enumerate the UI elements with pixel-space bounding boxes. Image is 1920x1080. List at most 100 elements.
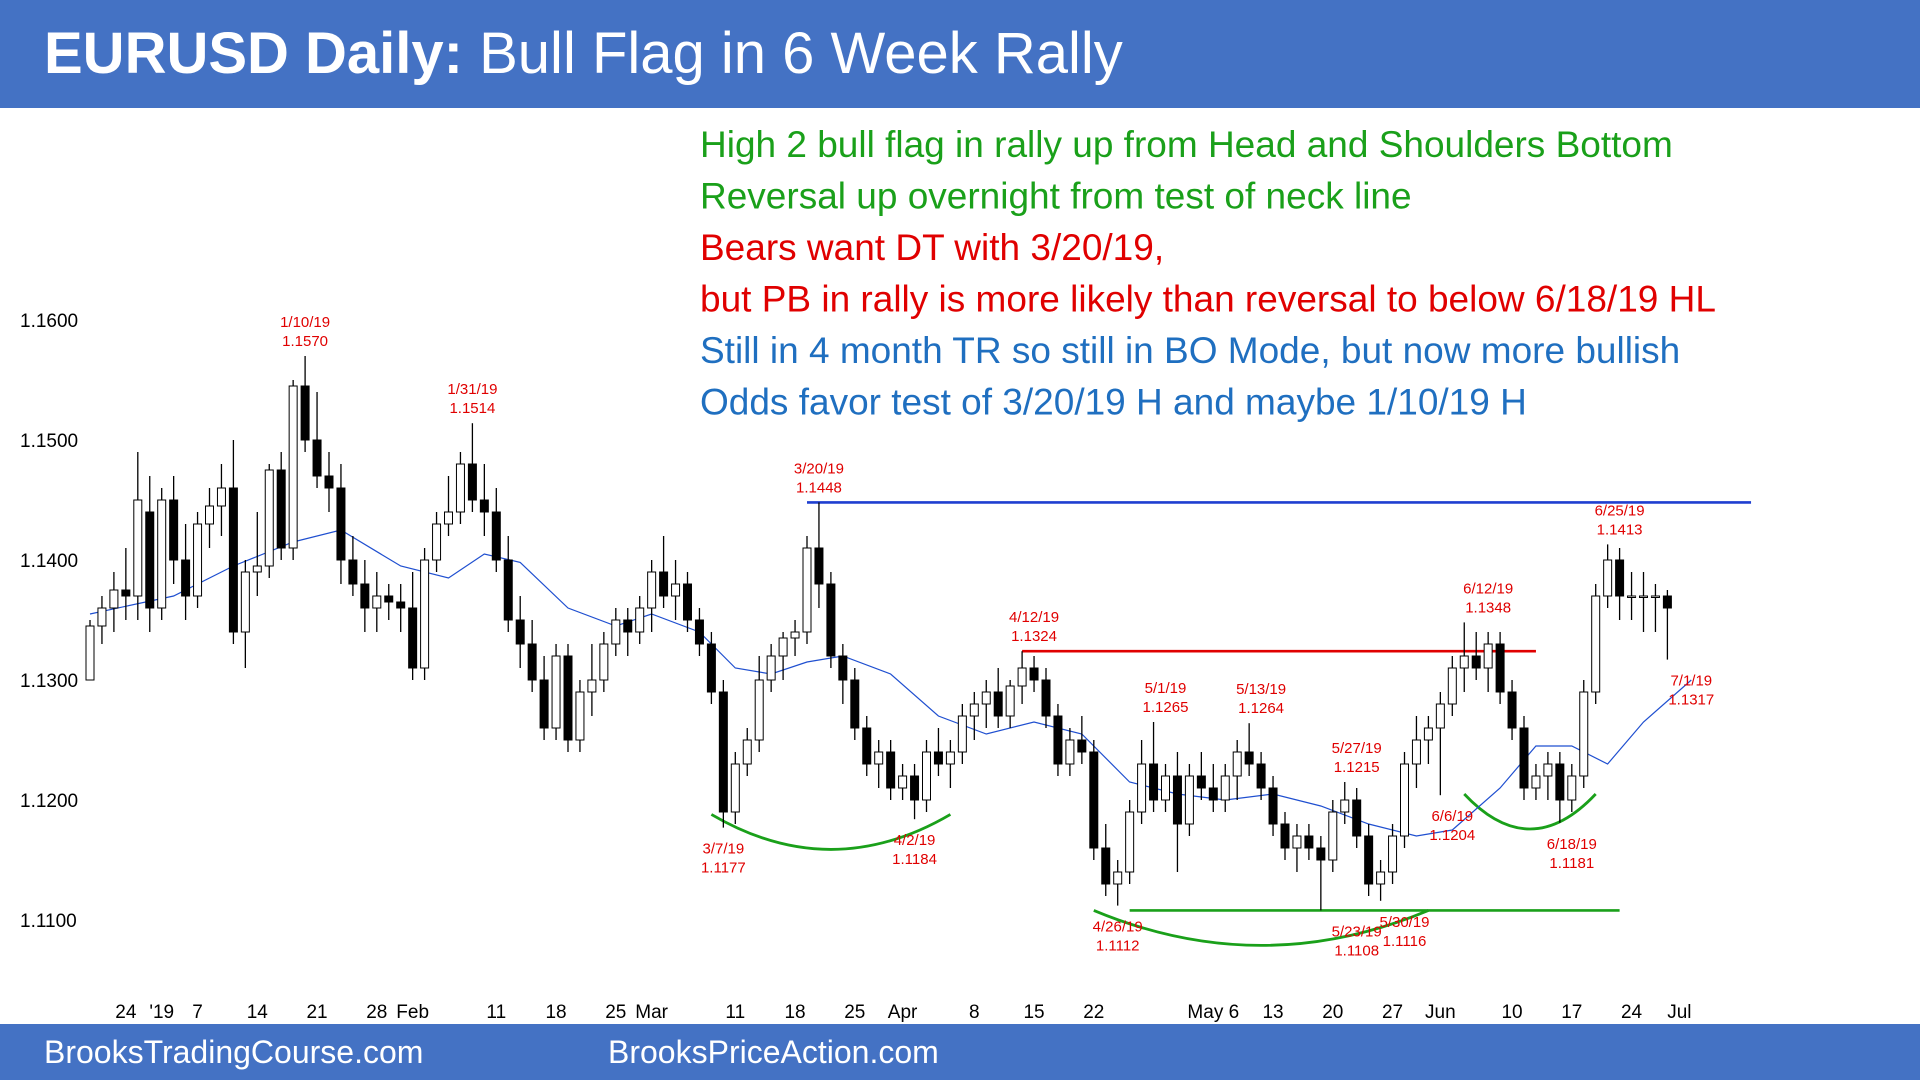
x-tick-label: 15 xyxy=(1023,1002,1044,1023)
annotation-date: 6/6/19 xyxy=(1431,808,1473,825)
candle-body xyxy=(718,691,728,813)
candle xyxy=(1411,716,1421,788)
candle-body xyxy=(1017,667,1027,687)
candle-body xyxy=(1639,595,1648,598)
candle-body xyxy=(969,703,979,717)
candle-body xyxy=(145,511,155,609)
candle-body xyxy=(503,559,513,621)
candle-body xyxy=(1519,727,1529,789)
candle xyxy=(1591,584,1601,704)
candle-body xyxy=(1483,643,1493,669)
x-tick-label: 22 xyxy=(1083,1002,1104,1023)
annotation-price: 1.1448 xyxy=(796,479,842,496)
annotation-price: 1.1177 xyxy=(701,860,746,877)
candle xyxy=(611,608,621,656)
candle xyxy=(933,728,943,776)
candle xyxy=(862,716,872,776)
candle-body xyxy=(611,619,621,645)
candle xyxy=(1268,776,1278,836)
candle-body xyxy=(1053,715,1063,765)
candle xyxy=(1077,716,1087,764)
candle-body xyxy=(623,619,633,633)
candle-body xyxy=(121,589,131,597)
x-tick-label: May 6 xyxy=(1187,1002,1239,1023)
candle xyxy=(814,502,824,608)
x-tick-label: Mar xyxy=(635,1002,668,1023)
candle xyxy=(503,536,513,632)
candle xyxy=(372,572,382,632)
x-tick-label: 11 xyxy=(486,1002,506,1023)
candle xyxy=(300,356,310,452)
candle xyxy=(1483,632,1493,692)
candle-body xyxy=(587,679,597,693)
candle-body xyxy=(491,511,501,561)
candle xyxy=(145,476,155,632)
candle xyxy=(1650,584,1660,632)
candle-body xyxy=(1041,679,1051,717)
candle-body xyxy=(850,679,860,729)
annotation-date: 7/1/19 xyxy=(1670,673,1712,690)
price-chart: High 2 bull flag in rally up from Head a… xyxy=(20,124,1752,1023)
candle xyxy=(1328,800,1338,872)
candle xyxy=(384,584,394,620)
annotation-price: 1.1570 xyxy=(282,333,328,350)
candle-body xyxy=(1447,667,1457,705)
candle-body xyxy=(1137,763,1147,813)
candle-body xyxy=(1627,595,1637,598)
annotation-price: 1.1324 xyxy=(1011,628,1057,645)
candle-body xyxy=(288,385,298,549)
candle-body xyxy=(479,499,489,513)
candle-body xyxy=(1280,823,1290,849)
candle-body xyxy=(455,463,465,513)
candle-body xyxy=(1579,691,1589,777)
x-tick-label: 21 xyxy=(306,1002,327,1023)
candle xyxy=(1149,722,1159,812)
candle xyxy=(993,668,1003,728)
candle xyxy=(1161,764,1170,812)
candle-body xyxy=(551,655,561,729)
candle-body xyxy=(1543,763,1553,777)
candle-body xyxy=(1400,763,1409,837)
candle xyxy=(1400,752,1409,848)
candle-body xyxy=(1495,643,1505,693)
x-tick-label: 27 xyxy=(1382,1002,1403,1023)
y-axis: 1.1100 1.1200 1.1300 1.1400 1.1500 1.1600 xyxy=(20,311,78,932)
x-tick-label: 28 xyxy=(366,1002,387,1023)
candle-body xyxy=(300,385,310,441)
candle xyxy=(1208,764,1218,812)
candle xyxy=(1519,716,1529,800)
note-line: Odds favor test of 3/20/19 H and maybe 1… xyxy=(700,382,1527,423)
candle xyxy=(1579,680,1589,788)
candle xyxy=(97,596,107,644)
candle xyxy=(1435,692,1445,796)
annotation-date: 5/23/19 xyxy=(1332,923,1382,940)
x-tick-label: 24 xyxy=(115,1002,137,1023)
y-tick-label: 1.1100 xyxy=(20,911,77,932)
note-line: Still in 4 month TR so still in BO Mode,… xyxy=(700,330,1680,371)
candle-body xyxy=(348,559,358,585)
x-tick-label: Jun xyxy=(1425,1002,1456,1023)
candle xyxy=(1376,860,1386,901)
footer-link-price-action[interactable]: BrooksPriceAction.com xyxy=(608,1034,939,1070)
candle-body xyxy=(396,601,406,609)
candle xyxy=(1352,788,1362,848)
candle xyxy=(742,728,752,776)
candle-body xyxy=(957,715,967,753)
bottom-arc xyxy=(1093,909,1429,947)
annotation-date: 6/12/19 xyxy=(1463,580,1513,597)
candle-body xyxy=(336,487,346,561)
candle-body xyxy=(659,571,669,597)
candle xyxy=(694,608,704,656)
candle-body xyxy=(157,499,167,609)
candle-body xyxy=(324,475,334,489)
footer-link-trading-course[interactable]: BrooksTradingCourse.com xyxy=(44,1034,424,1070)
candle-body xyxy=(790,631,800,639)
candle xyxy=(1627,572,1637,620)
candle-body xyxy=(1029,667,1039,681)
candle-body xyxy=(599,643,609,681)
x-tick-label: 8 xyxy=(969,1002,980,1023)
candle-body xyxy=(766,655,776,681)
x-tick-label: 10 xyxy=(1501,1002,1522,1023)
candle xyxy=(205,488,214,548)
candle-body xyxy=(1256,763,1266,789)
